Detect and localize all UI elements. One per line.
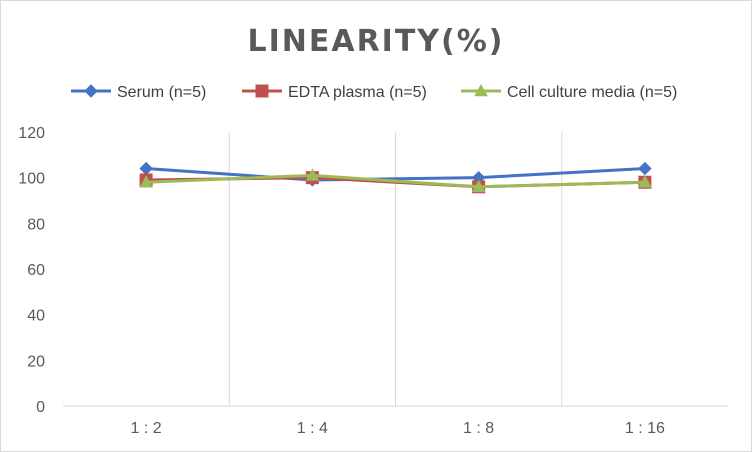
data-point bbox=[139, 161, 153, 176]
series-layer bbox=[139, 161, 652, 194]
data-point bbox=[139, 175, 153, 188]
x-axis: 1 : 2 1 : 4 1 : 8 1 : 16 bbox=[131, 420, 665, 437]
data-point bbox=[471, 179, 486, 193]
x-tick-label: 1 : 16 bbox=[625, 420, 665, 437]
legend: Serum (n=5) EDTA plasma (n=5) Cell culture… bbox=[71, 83, 677, 101]
data-point bbox=[84, 84, 98, 98]
series-group bbox=[139, 168, 652, 193]
legend-label: Serum (n=5) bbox=[117, 84, 206, 101]
legend-item: EDTA plasma (n=5) bbox=[242, 84, 427, 101]
grid bbox=[63, 132, 728, 407]
legend-item: Cell culture media (n=5) bbox=[461, 83, 677, 101]
y-tick-label: 80 bbox=[27, 216, 45, 233]
legend-label: EDTA plasma (n=5) bbox=[288, 84, 427, 101]
x-tick-label: 1 : 4 bbox=[297, 420, 328, 437]
data-point bbox=[638, 161, 652, 176]
series-line bbox=[146, 167, 645, 182]
y-tick-label: 100 bbox=[18, 171, 45, 188]
y-tick-label: 60 bbox=[27, 262, 45, 279]
y-axis: 0 20 40 60 80 100 120 bbox=[18, 125, 45, 416]
series-line bbox=[146, 173, 645, 189]
data-point bbox=[474, 83, 488, 97]
y-tick-label: 0 bbox=[36, 399, 45, 416]
x-tick-label: 1 : 8 bbox=[463, 420, 494, 437]
y-tick-label: 120 bbox=[18, 125, 45, 142]
data-point bbox=[255, 84, 269, 98]
legend-item: Serum (n=5) bbox=[71, 84, 206, 101]
x-tick-label: 1 : 2 bbox=[131, 420, 162, 437]
y-tick-label: 20 bbox=[27, 353, 45, 370]
data-point bbox=[638, 175, 652, 188]
legend-label: Cell culture media (n=5) bbox=[507, 84, 677, 101]
y-tick-label: 40 bbox=[27, 308, 45, 325]
chart-title: LINEARITY(%) bbox=[247, 24, 504, 59]
data-point bbox=[305, 168, 320, 181]
